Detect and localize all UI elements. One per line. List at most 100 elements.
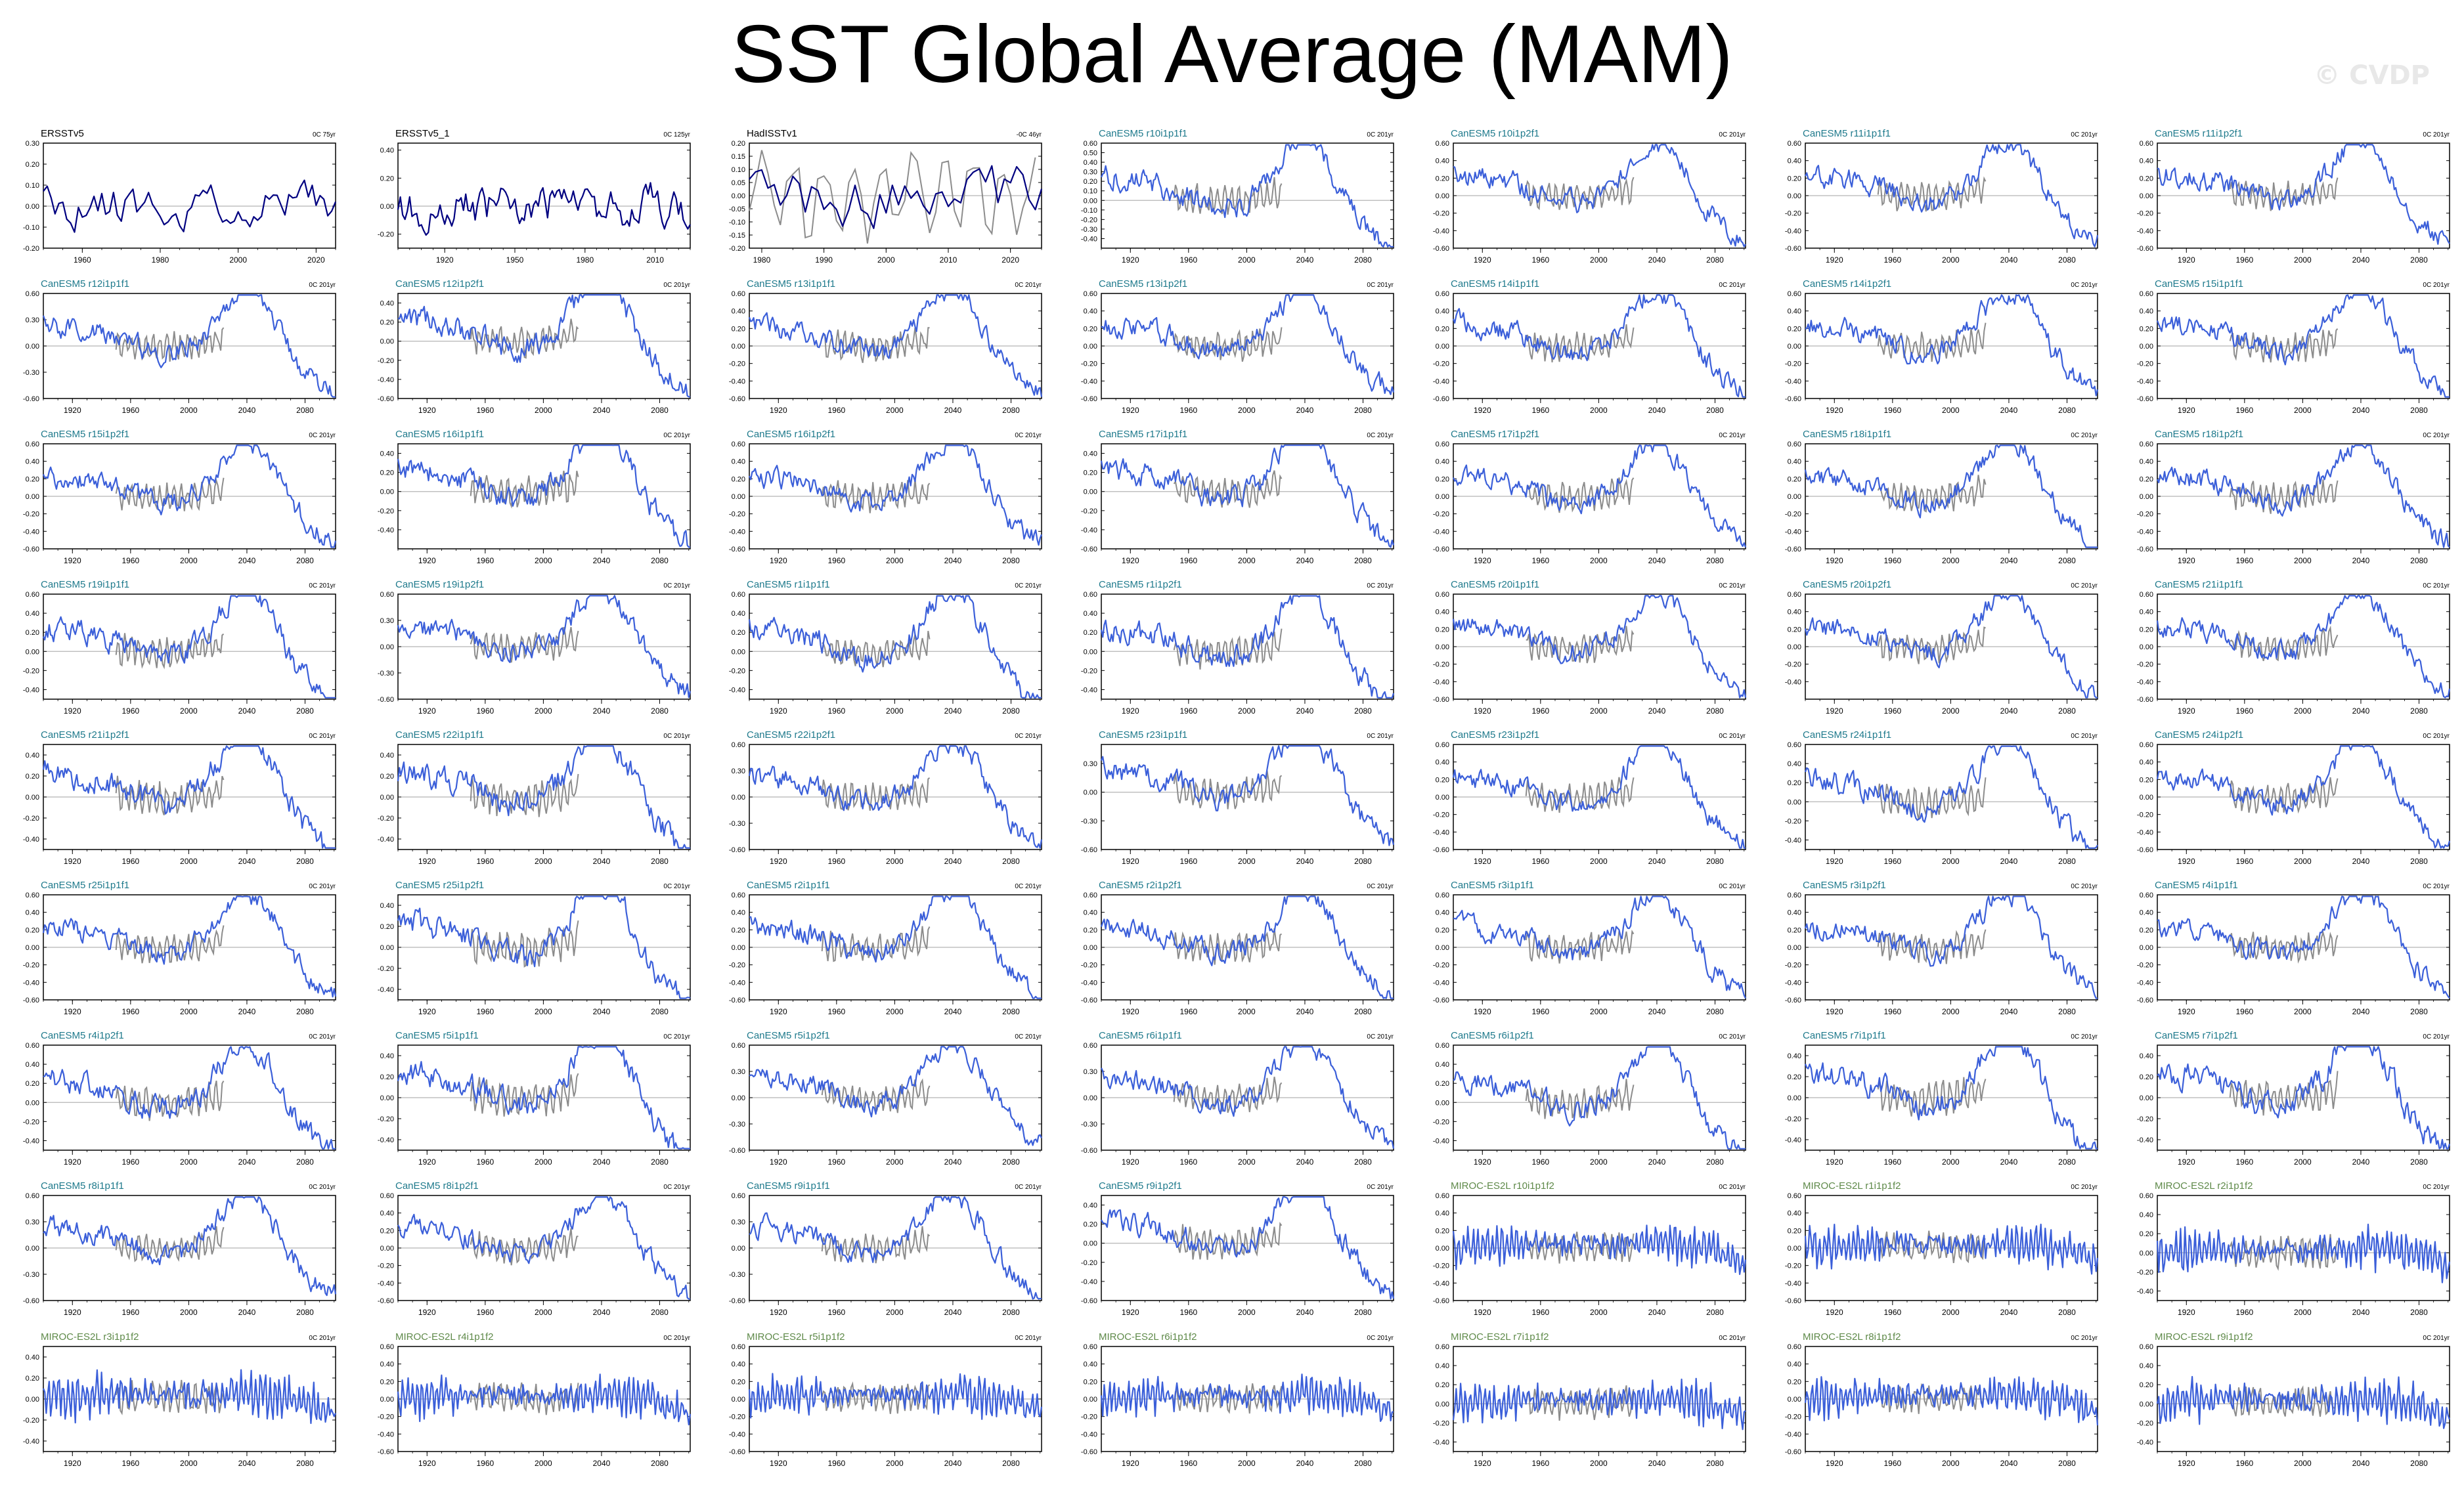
x-tick-label: 1920 bbox=[770, 1308, 787, 1317]
y-tick-label: 0.20 bbox=[1084, 325, 1097, 333]
chart-panel: CanESM5 r2i1p2f1 0C 201yr -0.60 -0.40 -0.20 0… bbox=[1081, 880, 1394, 1016]
series-line bbox=[42, 294, 336, 398]
x-tick-label: 2000 bbox=[1942, 1459, 1960, 1468]
y-tick-label: -0.20 bbox=[378, 1115, 394, 1123]
y-tick-label: 0.00 bbox=[1788, 1396, 1801, 1404]
panel-trend-label: 0C 201yr bbox=[309, 1335, 336, 1342]
series-line bbox=[43, 179, 337, 233]
x-tick-label: 2080 bbox=[2410, 556, 2428, 565]
y-tick-label: -0.60 bbox=[1785, 395, 1801, 403]
panel-title: CanESM5 r7i1p2f1 bbox=[2155, 1030, 2238, 1041]
panel-title: CanESM5 r13i1p1f1 bbox=[747, 278, 835, 290]
panel-trend-label: 0C 201yr bbox=[663, 1033, 690, 1041]
y-tick-label: 0.20 bbox=[26, 629, 39, 637]
y-tick-label: 0.20 bbox=[732, 629, 745, 637]
x-tick-label: 2080 bbox=[2058, 1308, 2076, 1317]
y-tick-label: 0.20 bbox=[26, 1375, 39, 1383]
y-tick-label: 0.60 bbox=[1084, 140, 1097, 148]
y-tick-label: -0.60 bbox=[729, 1297, 745, 1305]
y-tick-label: 0.40 bbox=[1788, 308, 1801, 316]
x-tick-label: 2000 bbox=[877, 255, 895, 265]
x-tick-label: 2040 bbox=[593, 1007, 611, 1016]
series-line bbox=[397, 1373, 692, 1426]
y-tick-label: 0.40 bbox=[1436, 1210, 1449, 1218]
y-tick-label: 0.00 bbox=[380, 488, 394, 496]
y-tick-label: -0.60 bbox=[1081, 997, 1097, 1004]
y-tick-label: 0.20 bbox=[1788, 475, 1801, 483]
chart-panel: CanESM5 r11i1p2f1 0C 201yr -0.60 -0.40 -0.20… bbox=[2137, 128, 2450, 265]
y-tick-label: 0.30 bbox=[732, 1218, 745, 1226]
panel-title: CanESM5 r9i1p2f1 bbox=[1099, 1180, 1182, 1192]
panel-title: MIROC-ES2L r8i1p1f2 bbox=[1803, 1331, 1901, 1343]
y-tick-label: -0.20 bbox=[1433, 360, 1449, 368]
reference-series-line bbox=[1525, 477, 1635, 513]
y-tick-label: 0.00 bbox=[2140, 192, 2153, 200]
x-tick-label: 2000 bbox=[535, 1007, 552, 1016]
x-tick-label: 1960 bbox=[1883, 1157, 1901, 1167]
y-tick-label: -0.60 bbox=[23, 395, 39, 403]
series-line bbox=[748, 294, 1043, 397]
chart-panel: CanESM5 r17i1p1f1 0C 201yr -0.60 -0.40 -0.20… bbox=[1081, 429, 1395, 565]
panel-title: HadISSTv1 bbox=[747, 128, 797, 139]
series-line bbox=[42, 444, 337, 548]
y-tick-label: -0.60 bbox=[2137, 846, 2153, 854]
x-tick-label: 1920 bbox=[1122, 255, 1139, 265]
panel-trend-label: 0C 201yr bbox=[1015, 1335, 1042, 1342]
x-tick-label: 2000 bbox=[180, 1157, 198, 1167]
x-tick-label: 1920 bbox=[1826, 406, 1843, 415]
y-tick-label: 0.40 bbox=[2140, 609, 2153, 616]
series-line bbox=[1804, 1223, 2099, 1275]
x-tick-label: 2080 bbox=[2058, 556, 2076, 565]
y-tick-label: -0.40 bbox=[378, 376, 394, 384]
y-tick-label: 0.00 bbox=[26, 493, 39, 501]
series-line bbox=[1452, 1224, 1747, 1276]
x-tick-label: 1920 bbox=[1122, 1007, 1139, 1016]
y-tick-label: -0.20 bbox=[1785, 210, 1801, 218]
chart-panel: ERSSTv5_1 0C 125yr -0.20 0.00 0.20 0.40 1920 19… bbox=[378, 128, 691, 265]
x-tick-label: 2040 bbox=[593, 1157, 611, 1167]
x-tick-label: 2040 bbox=[1648, 556, 1666, 565]
y-tick-label: 0.00 bbox=[732, 1245, 745, 1253]
series-line bbox=[2156, 595, 2451, 699]
x-tick-label: 2080 bbox=[651, 857, 669, 866]
x-tick-label: 2040 bbox=[1296, 706, 1314, 716]
chart-panel: CanESM5 r22i1p2f1 0C 201yr -0.60 -0.30 0.00 0… bbox=[729, 729, 1043, 866]
x-tick-label: 2000 bbox=[1238, 706, 1256, 716]
x-tick-label: 1960 bbox=[1531, 1157, 1549, 1167]
x-tick-label: 1960 bbox=[2235, 255, 2253, 265]
reference-series-line bbox=[822, 630, 931, 668]
y-tick-label: -0.20 bbox=[1433, 661, 1449, 669]
y-tick-label: 0.60 bbox=[26, 1192, 39, 1200]
panel-trend-label: 0C 201yr bbox=[663, 733, 690, 740]
y-tick-label: 0.10 bbox=[1084, 188, 1097, 196]
y-tick-label: 0.60 bbox=[1084, 1042, 1097, 1050]
y-tick-label: -0.40 bbox=[23, 836, 39, 844]
y-tick-label: -0.20 bbox=[1433, 811, 1449, 819]
x-tick-label: 2080 bbox=[651, 1157, 669, 1167]
y-tick-label: -0.40 bbox=[1433, 979, 1449, 987]
chart-panel: CanESM5 r8i1p1f1 0C 201yr -0.60 -0.30 0.00 0.… bbox=[23, 1180, 337, 1317]
y-tick-label: -0.40 bbox=[1785, 227, 1801, 235]
y-tick-label: -0.20 bbox=[23, 962, 39, 970]
panel-title: CanESM5 r17i1p2f1 bbox=[1451, 429, 1539, 440]
x-tick-label: 2000 bbox=[1942, 857, 1960, 866]
x-tick-label: 1960 bbox=[1883, 1308, 1901, 1317]
y-tick-label: 0.30 bbox=[26, 140, 39, 148]
x-tick-label: 1960 bbox=[121, 406, 139, 415]
series-line bbox=[1101, 1196, 1395, 1300]
y-tick-label: -0.40 bbox=[378, 527, 394, 534]
y-tick-label: 0.00 bbox=[26, 794, 39, 802]
y-tick-label: -0.40 bbox=[1081, 1431, 1097, 1438]
chart-panel: CanESM5 r4i1p1f1 0C 201yr -0.60 -0.40 -0.20 0… bbox=[2137, 880, 2450, 1016]
panel-trend-label: 0C 201yr bbox=[2423, 883, 2450, 890]
panel-frame bbox=[397, 142, 691, 249]
x-tick-label: 2040 bbox=[1648, 255, 1666, 265]
y-tick-label: -0.40 bbox=[729, 686, 745, 694]
y-tick-label: -0.20 bbox=[378, 357, 394, 365]
x-tick-label: 2040 bbox=[944, 556, 962, 565]
series-line bbox=[749, 895, 1042, 999]
reference-series-line bbox=[115, 925, 225, 964]
x-tick-label: 1960 bbox=[1531, 255, 1549, 265]
series-line bbox=[1804, 1046, 2098, 1150]
x-tick-label: 1920 bbox=[1122, 857, 1139, 866]
